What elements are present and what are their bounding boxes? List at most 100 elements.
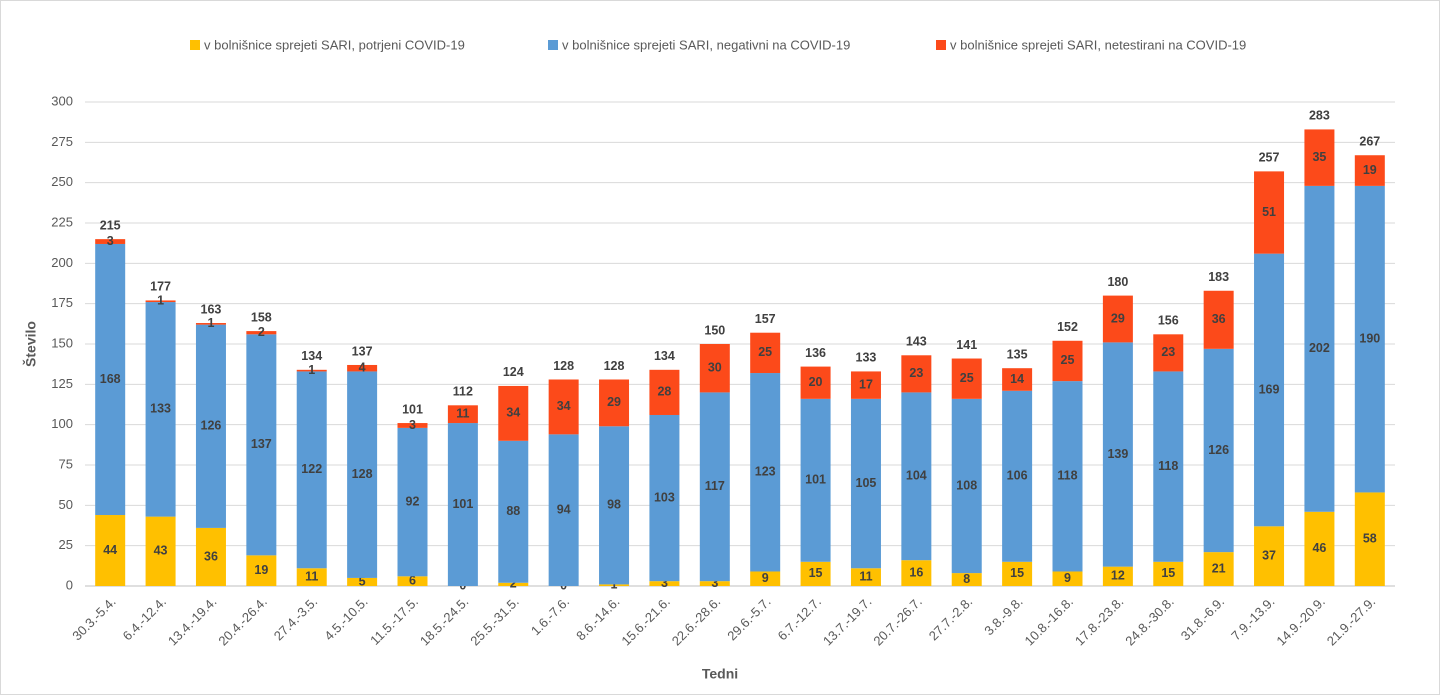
data-label: 139 bbox=[1107, 447, 1128, 461]
bar-segment bbox=[1052, 381, 1083, 572]
bar-segment bbox=[599, 379, 630, 427]
total-label: 257 bbox=[1259, 151, 1280, 165]
data-label: 94 bbox=[557, 502, 571, 516]
bar-segment bbox=[1203, 552, 1234, 586]
bar-segment bbox=[1052, 571, 1083, 586]
data-label: 108 bbox=[956, 478, 977, 492]
total-label: 177 bbox=[150, 280, 171, 294]
total-label: 128 bbox=[604, 359, 625, 373]
data-label: 2 bbox=[510, 577, 517, 591]
data-label: 2 bbox=[258, 325, 265, 339]
bar-segment bbox=[1002, 368, 1033, 391]
bar-segment bbox=[1203, 348, 1234, 553]
data-label: 58 bbox=[1363, 532, 1377, 546]
bar-segment bbox=[296, 371, 327, 569]
data-label: 25 bbox=[758, 345, 772, 359]
bar-segment bbox=[599, 584, 630, 586]
y-tick-label: 275 bbox=[51, 134, 73, 149]
bar-segment bbox=[901, 392, 932, 561]
bar-segment bbox=[447, 423, 478, 586]
bar-segment bbox=[397, 423, 428, 428]
bar-segment bbox=[1254, 253, 1285, 527]
data-label: 169 bbox=[1259, 382, 1280, 396]
data-label: 46 bbox=[1312, 541, 1326, 555]
total-label: 133 bbox=[856, 351, 877, 365]
data-label: 23 bbox=[909, 366, 923, 380]
y-tick-label: 125 bbox=[51, 376, 73, 391]
y-tick-label: 200 bbox=[51, 255, 73, 270]
bar-segment bbox=[800, 398, 831, 562]
bar-segment bbox=[498, 440, 529, 583]
bar-segment bbox=[951, 398, 982, 574]
data-label: 133 bbox=[150, 402, 171, 416]
bar-segment bbox=[1254, 171, 1285, 254]
y-tick-label: 75 bbox=[59, 456, 73, 471]
total-label: 143 bbox=[906, 335, 927, 349]
legend-label: v bolnišnice sprejeti SARI, potrjeni COV… bbox=[204, 37, 465, 52]
bar-segment bbox=[951, 573, 982, 586]
total-label: 157 bbox=[755, 312, 776, 326]
data-label: 4 bbox=[359, 360, 366, 374]
bar-segment bbox=[649, 369, 680, 415]
data-label: 19 bbox=[1363, 163, 1377, 177]
bar-segment bbox=[397, 427, 428, 577]
data-label: 9 bbox=[762, 571, 769, 585]
bar-segment bbox=[750, 332, 781, 374]
y-axis-title: Število bbox=[22, 321, 39, 367]
bar-segment bbox=[1002, 561, 1033, 586]
data-label: 92 bbox=[406, 494, 420, 508]
bar-segment bbox=[699, 392, 730, 582]
bar-segment bbox=[447, 405, 478, 424]
bar-segment bbox=[1102, 342, 1133, 567]
bar-segment bbox=[699, 344, 730, 393]
bar-segment bbox=[95, 239, 126, 244]
bar-segment bbox=[246, 334, 277, 556]
bar-segment bbox=[548, 379, 579, 435]
bar-segment bbox=[599, 426, 630, 585]
bar-segment bbox=[347, 577, 378, 586]
bar-segment bbox=[750, 571, 781, 586]
data-label: 15 bbox=[1161, 566, 1175, 580]
data-label: 126 bbox=[1208, 443, 1229, 457]
data-label: 1 bbox=[207, 316, 214, 330]
data-label: 3 bbox=[661, 576, 668, 590]
bar-segment bbox=[1102, 295, 1133, 343]
legend-label: v bolnišnice sprejeti SARI, netestirani … bbox=[950, 37, 1246, 52]
total-label: 136 bbox=[805, 346, 826, 360]
data-label: 20 bbox=[809, 375, 823, 389]
data-label: 6 bbox=[409, 573, 416, 587]
bar-segment bbox=[1102, 566, 1133, 586]
data-label: 11 bbox=[859, 569, 872, 583]
data-label: 17 bbox=[859, 377, 873, 391]
data-label: 128 bbox=[352, 467, 373, 481]
data-label: 123 bbox=[755, 465, 776, 479]
data-label: 101 bbox=[452, 497, 473, 511]
legend-label: v bolnišnice sprejeti SARI, negativni na… bbox=[562, 37, 850, 52]
data-label: 1 bbox=[157, 294, 164, 308]
y-tick-label: 250 bbox=[51, 174, 73, 189]
bar-segment bbox=[850, 398, 881, 569]
data-label: 34 bbox=[506, 406, 520, 420]
data-label: 34 bbox=[557, 399, 571, 413]
bar-segment bbox=[397, 576, 428, 586]
total-label: 215 bbox=[100, 218, 121, 232]
data-label: 137 bbox=[251, 437, 272, 451]
bar-segment bbox=[1002, 390, 1033, 562]
bar-segment bbox=[1304, 129, 1335, 186]
data-label: 25 bbox=[1061, 353, 1075, 367]
data-label: 16 bbox=[909, 565, 923, 579]
data-label: 51 bbox=[1262, 205, 1276, 219]
data-label: 3 bbox=[711, 576, 718, 590]
bar-segment bbox=[195, 324, 226, 528]
data-label: 44 bbox=[103, 543, 117, 557]
data-label: 1 bbox=[308, 363, 315, 377]
data-label: 35 bbox=[1312, 150, 1326, 164]
data-label: 106 bbox=[1007, 469, 1028, 483]
total-label: 156 bbox=[1158, 314, 1179, 328]
bar-segment bbox=[1254, 526, 1285, 586]
total-label: 152 bbox=[1057, 320, 1078, 334]
total-label: 134 bbox=[301, 349, 322, 363]
bar-segment bbox=[498, 582, 529, 586]
bar-segment bbox=[850, 371, 881, 399]
data-label: 3 bbox=[409, 418, 416, 432]
